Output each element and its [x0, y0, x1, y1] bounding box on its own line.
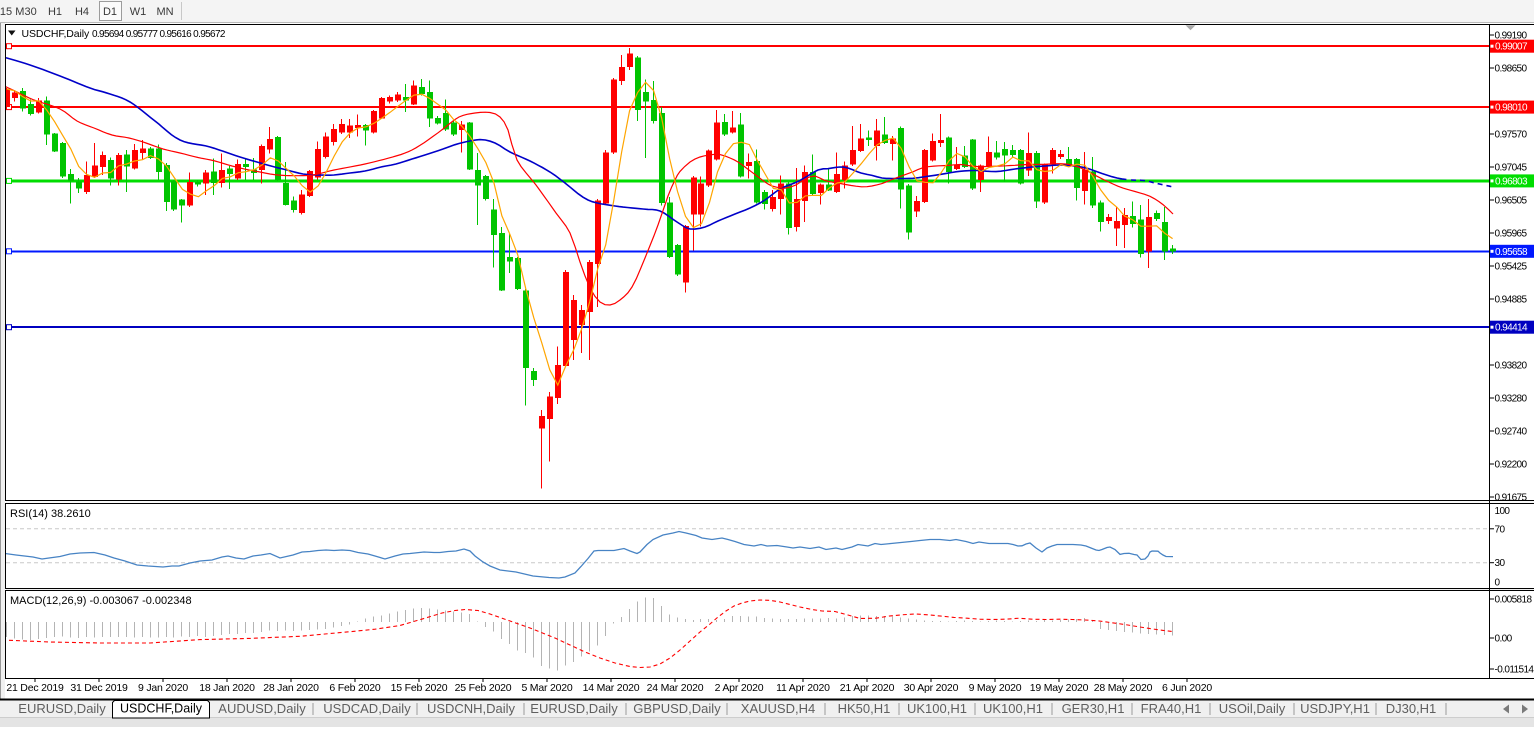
svg-text:HK50,H1: HK50,H1: [838, 701, 891, 716]
svg-text:30 Apr 2020: 30 Apr 2020: [904, 682, 959, 694]
svg-text:EURUSD,Daily: EURUSD,Daily: [18, 701, 106, 716]
svg-text:USDJPY,H1: USDJPY,H1: [1300, 701, 1370, 716]
svg-text:0.95965: 0.95965: [1495, 229, 1528, 240]
svg-text:0.94414: 0.94414: [1495, 323, 1528, 334]
svg-text:28 May 2020: 28 May 2020: [1094, 682, 1153, 694]
svg-text:UK100,H1: UK100,H1: [907, 701, 967, 716]
svg-text:15 Feb 2020: 15 Feb 2020: [391, 682, 448, 694]
svg-text:0.93280: 0.93280: [1495, 394, 1528, 405]
svg-text:GER30,H1: GER30,H1: [1062, 701, 1125, 716]
svg-text:15: 15: [0, 6, 12, 18]
svg-text:0.91675: 0.91675: [1495, 493, 1528, 504]
svg-text:GBPUSD,Daily: GBPUSD,Daily: [633, 701, 721, 716]
svg-text:0.96505: 0.96505: [1495, 196, 1528, 207]
svg-text:0.98010: 0.98010: [1495, 103, 1528, 114]
svg-text:DJ30,H1: DJ30,H1: [1386, 701, 1437, 716]
svg-text:USDCHF,Daily: USDCHF,Daily: [22, 28, 90, 40]
svg-text:0.95425: 0.95425: [1495, 262, 1528, 273]
svg-text:W1: W1: [130, 6, 147, 18]
svg-text:0.95694 0.95777 0.95616 0.9567: 0.95694 0.95777 0.95616 0.95672: [92, 29, 226, 40]
svg-text:M30: M30: [15, 6, 36, 18]
svg-text:USDCHF,Daily: USDCHF,Daily: [120, 702, 203, 716]
svg-text:-0.011514: -0.011514: [1495, 665, 1534, 676]
svg-text:18 Jan 2020: 18 Jan 2020: [199, 682, 255, 694]
svg-text:0.97570: 0.97570: [1495, 130, 1528, 141]
svg-text:0.92200: 0.92200: [1495, 460, 1528, 471]
svg-text:9 May 2020: 9 May 2020: [969, 682, 1022, 694]
svg-text:24 Mar 2020: 24 Mar 2020: [647, 682, 704, 694]
svg-text:6 Feb 2020: 6 Feb 2020: [329, 682, 380, 694]
svg-text:RSI(14) 38.2610: RSI(14) 38.2610: [10, 508, 91, 520]
svg-text:2 Apr 2020: 2 Apr 2020: [715, 682, 764, 694]
svg-text:0.97045: 0.97045: [1495, 163, 1528, 174]
svg-text:UK100,H1: UK100,H1: [983, 701, 1043, 716]
svg-text:USDCAD,Daily: USDCAD,Daily: [323, 701, 411, 716]
svg-text:0.99007: 0.99007: [1495, 42, 1528, 53]
svg-text:H4: H4: [75, 6, 89, 18]
svg-text:USDCNH,Daily: USDCNH,Daily: [427, 701, 516, 716]
svg-text:0.95658: 0.95658: [1495, 247, 1528, 258]
svg-text:FRA40,H1: FRA40,H1: [1141, 701, 1202, 716]
svg-text:EURUSD,Daily: EURUSD,Daily: [530, 701, 618, 716]
svg-text:0.93820: 0.93820: [1495, 361, 1528, 372]
svg-text:MACD(12,26,9) -0.003067 -0.002: MACD(12,26,9) -0.003067 -0.002348: [10, 595, 192, 607]
svg-text:H1: H1: [48, 6, 62, 18]
svg-text:AUDUSD,Daily: AUDUSD,Daily: [218, 701, 306, 716]
svg-text:9 Jan 2020: 9 Jan 2020: [138, 682, 188, 694]
svg-text:100: 100: [1495, 506, 1511, 517]
svg-text:D1: D1: [103, 6, 117, 18]
svg-text:0.94885: 0.94885: [1495, 295, 1528, 306]
svg-text:6 Jun 2020: 6 Jun 2020: [1162, 682, 1212, 694]
svg-text:0.96803: 0.96803: [1495, 176, 1528, 187]
svg-text:0.92740: 0.92740: [1495, 427, 1528, 438]
svg-text:XAUUSD,H4: XAUUSD,H4: [741, 701, 815, 716]
svg-text:MN: MN: [156, 6, 173, 18]
svg-text:70: 70: [1495, 524, 1506, 535]
svg-text:21 Apr 2020: 21 Apr 2020: [840, 682, 895, 694]
svg-text:USOil,Daily: USOil,Daily: [1219, 701, 1286, 716]
svg-text:0.00: 0.00: [1495, 634, 1513, 645]
svg-text:5 Mar 2020: 5 Mar 2020: [521, 682, 572, 694]
svg-text:14 Mar 2020: 14 Mar 2020: [583, 682, 640, 694]
svg-text:25 Feb 2020: 25 Feb 2020: [455, 682, 512, 694]
svg-text:11 Apr 2020: 11 Apr 2020: [776, 682, 830, 694]
svg-text:19 May 2020: 19 May 2020: [1030, 682, 1089, 694]
svg-text:0.98650: 0.98650: [1495, 64, 1528, 75]
svg-text:28 Jan 2020: 28 Jan 2020: [263, 682, 319, 694]
svg-text:21 Dec 2019: 21 Dec 2019: [6, 682, 64, 694]
svg-text:30: 30: [1495, 558, 1506, 569]
svg-text:0.005818: 0.005818: [1495, 595, 1533, 606]
svg-text:31 Dec 2019: 31 Dec 2019: [70, 682, 128, 694]
